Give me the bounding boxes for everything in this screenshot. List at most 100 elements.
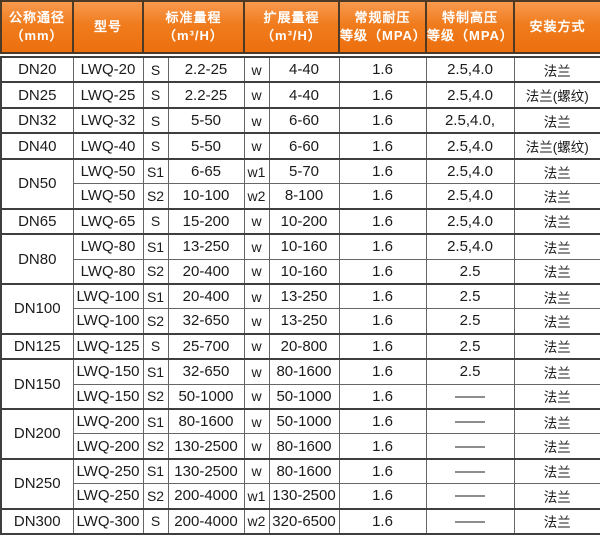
cell-regular-pressure: 1.6 <box>338 332 427 360</box>
cell-regular-pressure: 1.6 <box>338 507 427 535</box>
cell-standard-range: 15-200 <box>167 207 245 235</box>
cell-extended-range: 6-60 <box>268 106 340 134</box>
cell-installation: 法兰 <box>513 433 600 460</box>
cell-high-pressure: —— <box>425 457 515 485</box>
cell-regular-pressure: 1.6 <box>338 433 427 460</box>
table-row: DN300 LWQ-300 S 200-4000 w2 320-6500 1.6… <box>0 507 600 535</box>
cell-installation: 法兰 <box>513 383 600 410</box>
cell-extended-code: w1 <box>243 157 270 185</box>
cell-regular-pressure: 1.6 <box>338 81 427 109</box>
cell-extended-code: w <box>243 106 270 134</box>
cell-installation: 法兰 <box>513 55 600 83</box>
cell-nominal-diameter: DN80 <box>0 233 74 285</box>
cell-model: LWQ-80 <box>72 258 144 285</box>
header-line: 标准量程 <box>165 9 222 25</box>
header-line: （mm） <box>10 28 64 43</box>
cell-extended-code: w <box>243 207 270 235</box>
cell-regular-pressure: 1.6 <box>338 407 427 435</box>
cell-model: LWQ-300 <box>72 507 144 535</box>
cell-nominal-diameter: DN250 <box>0 457 74 509</box>
cell-regular-pressure: 1.6 <box>338 207 427 235</box>
cell-standard-code: S1 <box>142 407 169 435</box>
cell-extended-code: w2 <box>243 507 270 535</box>
cell-installation: 法兰 <box>513 483 600 509</box>
cell-extended-range: 8-100 <box>268 183 340 210</box>
header-line: 公称通径 <box>8 9 65 25</box>
cell-extended-range: 6-60 <box>268 132 340 160</box>
header-line: 安装方式 <box>529 18 586 34</box>
cell-extended-code: w <box>243 457 270 485</box>
cell-nominal-diameter: DN300 <box>0 507 74 535</box>
cell-standard-code: S <box>142 81 169 109</box>
cell-standard-code: S1 <box>142 157 169 185</box>
cell-installation: 法兰 <box>513 183 600 210</box>
cell-extended-range: 10-200 <box>268 207 340 235</box>
cell-regular-pressure: 1.6 <box>338 183 427 210</box>
cell-high-pressure: —— <box>425 507 515 535</box>
cell-high-pressure: 2.5,4.0 <box>425 55 515 83</box>
cell-model: LWQ-32 <box>72 106 144 134</box>
header-model: 型号 <box>72 0 144 54</box>
cell-standard-range: 25-700 <box>167 332 245 360</box>
cell-regular-pressure: 1.6 <box>338 483 427 509</box>
header-line: 常规耐压 <box>354 9 411 25</box>
cell-extended-code: w1 <box>243 483 270 509</box>
cell-high-pressure: 2.5 <box>425 282 515 310</box>
cell-model: LWQ-150 <box>72 383 144 410</box>
cell-high-pressure: 2.5,4.0 <box>425 157 515 185</box>
header-line: （m³/H） <box>163 28 224 43</box>
header-standard-range: 标准量程 （m³/H） <box>142 0 245 54</box>
cell-regular-pressure: 1.6 <box>338 457 427 485</box>
cell-nominal-diameter: DN200 <box>0 407 74 460</box>
cell-standard-range: 2.2-25 <box>167 55 245 83</box>
cell-extended-range: 80-1600 <box>268 433 340 460</box>
cell-extended-code: w <box>243 233 270 260</box>
cell-regular-pressure: 1.6 <box>338 157 427 185</box>
cell-standard-range: 130-2500 <box>167 457 245 485</box>
cell-extended-range: 4-40 <box>268 81 340 109</box>
cell-high-pressure: 2.5 <box>425 308 515 335</box>
cell-model: LWQ-100 <box>72 282 144 310</box>
cell-high-pressure: 2.5,4.0 <box>425 132 515 160</box>
cell-standard-range: 130-2500 <box>167 433 245 460</box>
cell-standard-range: 20-400 <box>167 258 245 285</box>
header-regular-pressure-rating: 常规耐压 等级（MPA） <box>338 0 427 54</box>
cell-extended-range: 80-1600 <box>268 358 340 385</box>
cell-extended-range: 13-250 <box>268 282 340 310</box>
cell-high-pressure: —— <box>425 383 515 410</box>
cell-extended-range: 20-800 <box>268 332 340 360</box>
cell-standard-range: 5-50 <box>167 132 245 160</box>
cell-model: LWQ-250 <box>72 457 144 485</box>
cell-extended-range: 320-6500 <box>268 507 340 535</box>
header-line: 扩展量程 <box>263 9 320 25</box>
cell-model: LWQ-150 <box>72 358 144 385</box>
cell-extended-code: w <box>243 383 270 410</box>
cell-installation: 法兰 <box>513 233 600 260</box>
table-row: DN20 LWQ-20 S 2.2-25 w 4-40 1.6 2.5,4.0 … <box>0 55 600 83</box>
cell-regular-pressure: 1.6 <box>338 358 427 385</box>
cell-extended-code: w <box>243 358 270 385</box>
cell-extended-code: w <box>243 308 270 335</box>
cell-extended-code: w <box>243 282 270 310</box>
cell-nominal-diameter: DN32 <box>0 106 74 134</box>
header-line: 等级（MPA） <box>427 28 514 43</box>
table-row: DN65 LWQ-65 S 15-200 w 10-200 1.6 2.5,4.… <box>0 207 600 235</box>
cell-nominal-diameter: DN20 <box>0 55 74 83</box>
cell-installation: 法兰 <box>513 282 600 310</box>
spec-table-body: DN20 LWQ-20 S 2.2-25 w 4-40 1.6 2.5,4.0 … <box>0 55 600 535</box>
cell-nominal-diameter: DN40 <box>0 132 74 160</box>
cell-installation: 法兰(螺纹) <box>513 132 600 160</box>
table-row: LWQ-200 S2 130-2500 w 80-1600 1.6 —— 法兰 <box>1 433 600 460</box>
table-row: LWQ-250 S2 200-4000 w1 130-2500 1.6 —— 法… <box>1 483 600 509</box>
table-row: LWQ-50 S2 10-100 w2 8-100 1.6 2.5,4.0 法兰 <box>1 183 600 210</box>
cell-regular-pressure: 1.6 <box>338 383 427 410</box>
cell-high-pressure: —— <box>425 483 515 509</box>
cell-installation: 法兰 <box>513 308 600 335</box>
cell-high-pressure: —— <box>425 433 515 460</box>
cell-installation: 法兰 <box>513 106 600 134</box>
cell-standard-range: 80-1600 <box>167 407 245 435</box>
cell-high-pressure: 2.5 <box>425 358 515 385</box>
cell-extended-range: 130-2500 <box>268 483 340 509</box>
cell-model: LWQ-50 <box>72 183 144 210</box>
